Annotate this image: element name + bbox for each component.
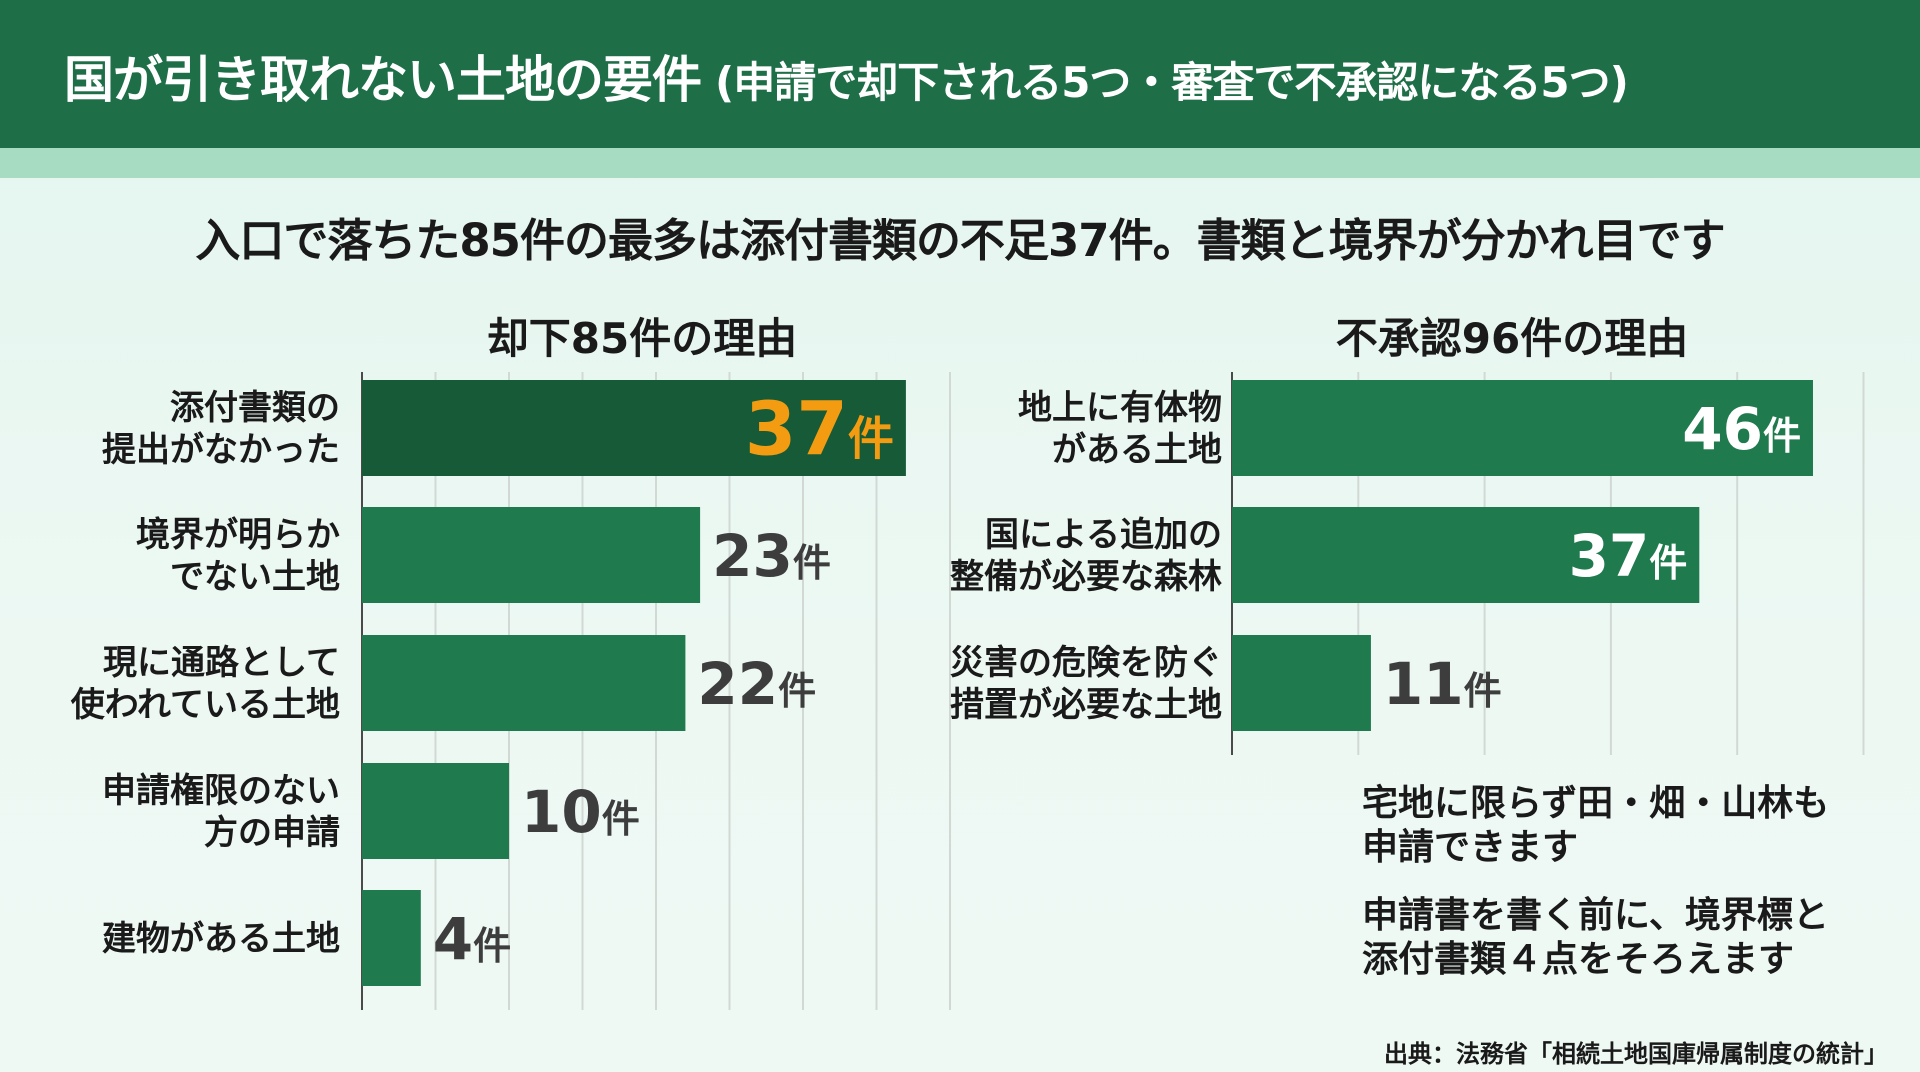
value-number: 4	[433, 905, 473, 973]
value-label: 37件	[1569, 522, 1688, 590]
category-label: 国による追加の	[985, 515, 1222, 555]
value-number: 37	[745, 387, 848, 473]
category-label: 災害の危険を防ぐ	[950, 643, 1222, 683]
note-preparation: 申請書を書く前に、境界標と 添付書類４点をそろえます	[1362, 894, 1829, 982]
category-label: 地上に有体物	[1018, 388, 1222, 428]
value-number: 37	[1569, 522, 1650, 590]
value-number: 11	[1383, 650, 1464, 718]
value-unit: 件	[1649, 541, 1687, 585]
bar	[362, 890, 421, 986]
bar	[362, 763, 509, 859]
page-title-main: 国が引き取れない土地の要件	[64, 51, 702, 109]
value-label: 22件	[697, 650, 816, 718]
value-label: 11件	[1383, 650, 1502, 718]
bar	[1232, 635, 1371, 731]
header-bar	[0, 0, 1920, 148]
category-label: 建物がある土地	[102, 919, 340, 959]
category-label: 添付書類の	[170, 388, 340, 428]
category-label: 現に通路として	[103, 643, 340, 683]
category-label: 方の申請	[204, 813, 340, 853]
value-number: 10	[521, 778, 602, 846]
value-label: 10件	[521, 778, 640, 846]
value-unit: 件	[1464, 669, 1502, 713]
page-title: 国が引き取れない土地の要件 (申請で却下される5つ・審査で不承認になる5つ)	[64, 40, 1904, 112]
note-line: 宅地に限らず田・畑・山林も	[1362, 783, 1830, 824]
category-label: 使われている土地	[70, 685, 340, 725]
note-line: 申請できます	[1362, 827, 1579, 868]
value-label: 23件	[712, 522, 831, 590]
note-line: 添付書類４点をそろえます	[1362, 939, 1795, 980]
value-unit: 件	[793, 541, 831, 585]
category-label: でない土地	[170, 557, 340, 597]
value-label: 37件	[745, 387, 894, 473]
value-label: 46件	[1682, 395, 1801, 463]
bar	[362, 380, 906, 476]
note-line: 申請書を書く前に、境界標と	[1362, 895, 1829, 936]
category-label: 提出がなかった	[102, 430, 340, 470]
value-unit: 件	[778, 669, 816, 713]
header-stripe	[0, 148, 1920, 178]
note-land-types: 宅地に限らず田・畑・山林も 申請できます	[1362, 782, 1829, 870]
category-label: 整備が必要な森林	[950, 557, 1222, 597]
value-label: 4件	[433, 905, 511, 973]
bar	[362, 635, 686, 731]
value-unit: 件	[1763, 414, 1801, 458]
value-unit: 件	[602, 797, 640, 841]
bar	[362, 507, 701, 603]
bar	[1232, 507, 1700, 603]
page-title-sub: (申請で却下される5つ・審査で不承認になる5つ)	[715, 58, 1629, 107]
category-label: 境界が明らか	[136, 515, 340, 555]
value-number: 22	[697, 650, 778, 718]
category-label: がある土地	[1052, 430, 1222, 470]
category-label: 申請権限のない	[102, 771, 340, 811]
value-unit: 件	[848, 412, 894, 466]
right-chart-title: 不承認96件の理由	[1335, 314, 1689, 363]
category-label: 措置が必要な土地	[950, 685, 1222, 725]
left-chart-title: 却下85件の理由	[486, 314, 798, 363]
source-citation: 出典：法務省「相続土地国庫帰属制度の統計」	[1384, 1040, 1888, 1068]
value-unit: 件	[473, 924, 511, 968]
value-number: 46	[1682, 395, 1763, 463]
value-number: 23	[712, 522, 793, 590]
headline: 入口で落ちた85件の最多は添付書類の不足37件。書類と境界が分かれ目です	[195, 214, 1725, 267]
bar	[1232, 380, 1813, 476]
